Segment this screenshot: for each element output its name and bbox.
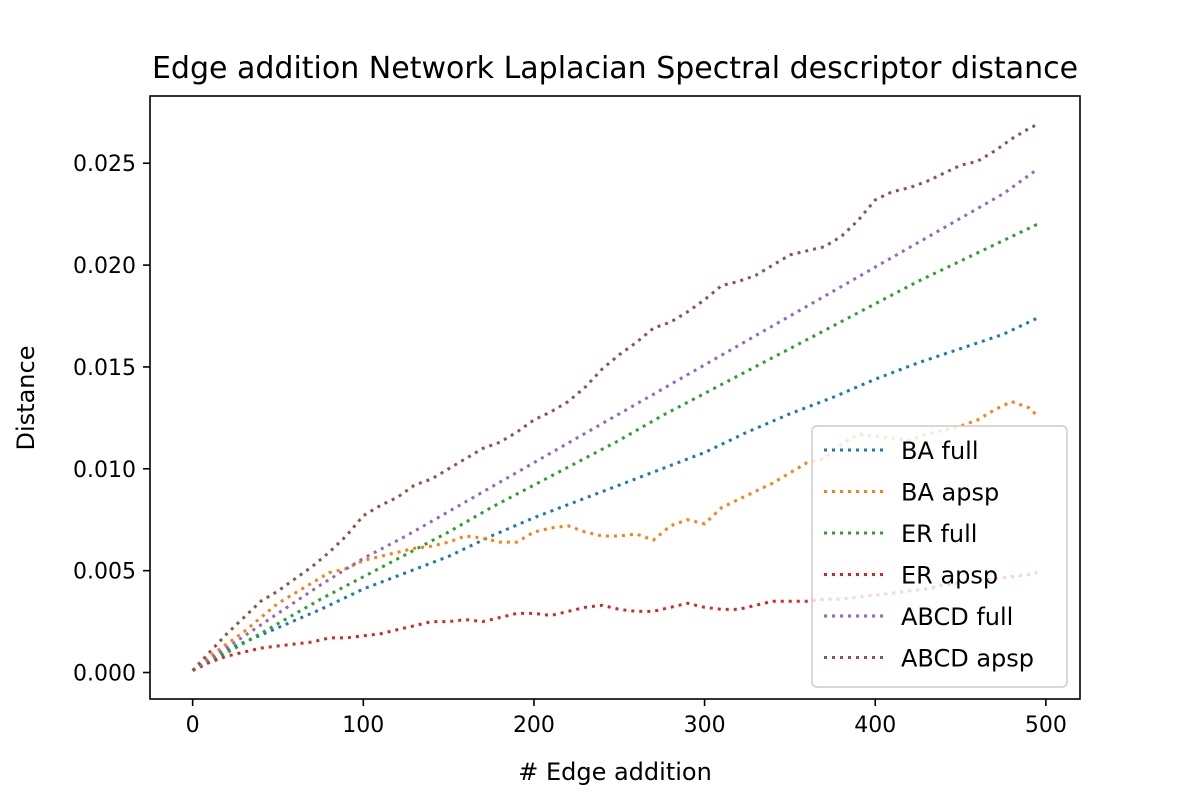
series-line-abcd-full [191,168,1039,672]
legend-label: BA full [901,437,979,465]
series-line-er-apsp [192,571,1038,672]
y-tick-label: 0.010 [73,458,136,483]
series-line-ba-full [191,316,1038,672]
x-tick-label: 400 [854,713,896,738]
y-tick-label: 0.020 [73,254,136,279]
y-tick-label: 0.000 [73,662,136,687]
legend-label: ABCD apsp [901,645,1034,673]
legend-label: ER apsp [901,562,998,590]
x-tick-label: 300 [684,713,726,738]
x-tick-label: 100 [342,713,384,738]
legend-label: ABCD full [901,603,1013,631]
series-line-er-full [192,222,1038,672]
plot-frame [149,95,1081,700]
x-tick-label: 200 [513,713,555,738]
x-axis-ticks: 0 100 200 300 400 500 [186,699,1067,738]
x-axis-label: # Edge addition [518,758,712,786]
y-tick-label: 0.005 [73,560,136,585]
y-tick-label: 0.025 [73,152,136,177]
series-line-abcd-apsp [191,123,1038,672]
legend-box [811,425,1068,688]
chart-title: Edge addition Network Laplacian Spectral… [152,51,1078,86]
x-tick-label: 500 [1025,713,1067,738]
legend-label: ER full [901,520,977,548]
y-axis-ticks: 0.000 0.005 0.010 0.015 0.020 0.025 [73,152,150,687]
series-layer [191,123,1039,672]
y-axis-label: Distance [12,346,40,451]
legend: BA full BA apsp ER full ER apsp ABCD full ABC… [811,425,1068,688]
x-tick-label: 0 [186,713,200,738]
y-tick-label: 0.015 [73,356,136,381]
legend-label: BA apsp [901,479,999,507]
